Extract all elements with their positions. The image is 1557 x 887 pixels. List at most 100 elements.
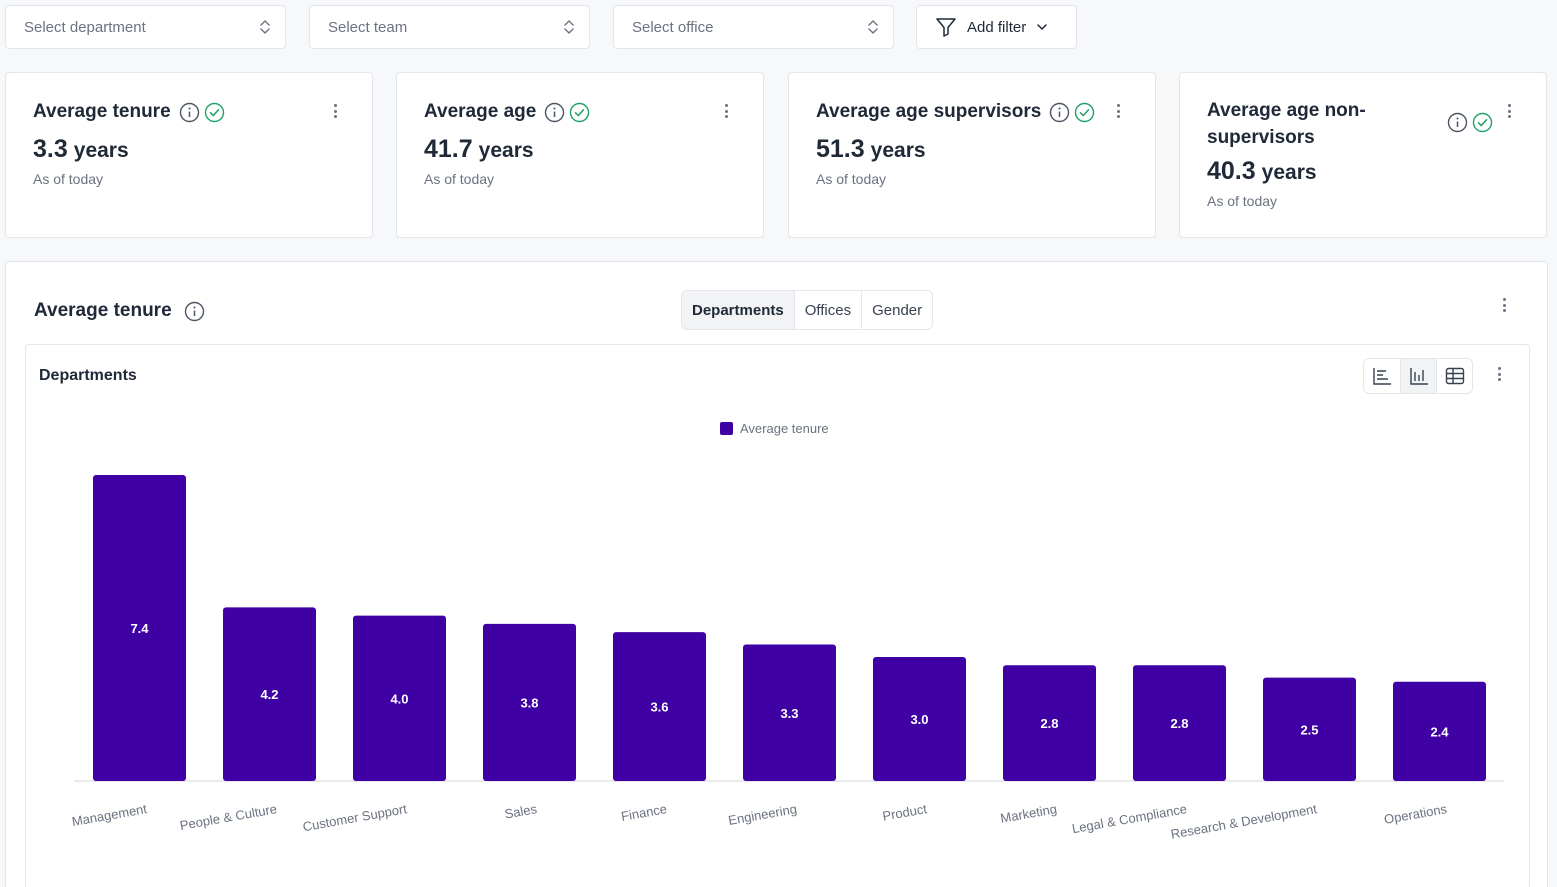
legend-label: Average tenure (740, 421, 829, 436)
check-circle-icon (570, 102, 590, 122)
average-tenure-panel: Average tenure Departments Offices Gende… (5, 261, 1548, 887)
tab-gender[interactable]: Gender (861, 291, 932, 329)
bar-customer-support[interactable] (353, 615, 446, 781)
info-icon[interactable] (544, 102, 565, 123)
panel-title-text: Average tenure (34, 300, 172, 321)
kpi-value-number: 40.3 (1207, 157, 1256, 185)
kpi-value-unit: years (478, 139, 534, 162)
kpi-value-number: 3.3 (33, 135, 68, 163)
department-select-label: Select department (24, 18, 146, 36)
tab-offices[interactable]: Offices (793, 291, 861, 329)
bar-management[interactable] (93, 475, 186, 781)
kpi-title: Average age non-supervisors (1207, 100, 1366, 148)
kpi-card-average-age-supervisors: Average age supervisors 51.3 years As of … (788, 72, 1156, 238)
updown-chevron-icon (564, 20, 574, 34)
x-tick-label: People & Culture (179, 801, 278, 833)
kpi-value-number: 41.7 (424, 135, 473, 163)
kpi-value-unit: years (870, 139, 926, 162)
kpi-value: 3.3 years (33, 135, 129, 164)
chart-view-toggle (1363, 358, 1473, 394)
bar-value-label: 2.8 (1170, 716, 1188, 731)
filter-icon (936, 18, 956, 37)
kpi-menu-icon[interactable] (1116, 104, 1120, 120)
bar-value-label: 3.6 (650, 700, 668, 715)
add-filter-label: Add filter (967, 18, 1027, 36)
kpi-title-text: Average age (424, 101, 537, 122)
kpi-title: Average age (424, 101, 590, 123)
x-tick-label: Customer Support (302, 801, 409, 834)
info-icon[interactable] (184, 301, 205, 322)
bar-value-label: 7.4 (130, 621, 149, 636)
kpi-subtitle: As of today (33, 171, 104, 187)
tab-departments[interactable]: Departments (682, 291, 794, 329)
panel-menu-icon[interactable] (1502, 298, 1506, 314)
x-tick-label: Operations (1383, 801, 1449, 827)
office-select[interactable]: Select office (613, 5, 894, 49)
chart-legend: Average tenure (720, 421, 829, 436)
bar-value-label: 3.8 (520, 695, 538, 710)
kpi-menu-icon[interactable] (1507, 104, 1511, 120)
vertical-bar-chart-icon (1409, 368, 1428, 385)
panel-title: Average tenure (34, 300, 205, 322)
department-select[interactable]: Select department (5, 5, 286, 49)
kpi-value-unit: years (73, 139, 129, 162)
kpi-subtitle: As of today (1207, 193, 1278, 209)
chart-menu-icon[interactable] (1497, 367, 1501, 383)
table-icon (1445, 367, 1464, 385)
horizontal-bar-view-button[interactable] (1364, 359, 1400, 393)
updown-chevron-icon (260, 20, 270, 34)
kpi-title-text: Average tenure (33, 101, 171, 122)
x-tick-label: Engineering (727, 801, 798, 828)
check-circle-icon (204, 102, 224, 122)
x-tick-label: Research & Development (1170, 801, 1319, 842)
average-tenure-bar-chart: 7.4 Management 4.2 People & Culture 4.0 Custo… (71, 475, 1504, 842)
kpi-value-number: 51.3 (816, 135, 865, 163)
kpi-card-average-age: Average age 41.7 years As of today (396, 72, 764, 238)
team-select[interactable]: Select team (309, 5, 590, 49)
x-tick-label: Finance (620, 801, 668, 824)
kpi-value-unit: years (1261, 161, 1317, 184)
office-select-label: Select office (632, 18, 714, 36)
bar-operations[interactable] (1393, 681, 1486, 781)
vertical-bar-view-button[interactable] (1400, 359, 1436, 393)
bar-value-label: 2.8 (1040, 716, 1058, 731)
add-filter-button[interactable]: Add filter (916, 5, 1077, 49)
breakdown-tabs: Departments Offices Gender (681, 290, 934, 330)
check-circle-icon (1075, 102, 1095, 122)
bar-value-label: 2.5 (1300, 722, 1318, 737)
info-icon[interactable] (179, 102, 200, 123)
bar-finance[interactable] (613, 632, 706, 781)
kpi-title: Average tenure (33, 101, 225, 123)
x-tick-label: Product (881, 801, 928, 824)
bar-value-label: 2.4 (1430, 724, 1449, 739)
bar-people-culture[interactable] (223, 607, 316, 781)
table-view-button[interactable] (1436, 359, 1472, 393)
kpi-subtitle: As of today (816, 171, 887, 187)
kpi-menu-icon[interactable] (724, 104, 728, 120)
kpi-menu-icon[interactable] (333, 104, 337, 120)
team-select-label: Select team (328, 18, 408, 36)
bar-engineering[interactable] (743, 644, 836, 781)
x-tick-label: Marketing (999, 801, 1058, 826)
bar-product[interactable] (873, 656, 966, 781)
bar-value-label: 3.0 (910, 712, 928, 727)
kpi-title: Average age supervisors (816, 101, 1095, 123)
kpi-title-text: Average age supervisors (816, 101, 1042, 122)
chevron-down-icon (1037, 24, 1047, 31)
kpi-card-average-tenure: Average tenure 3.3 years As of today (5, 72, 373, 238)
bar-value-label: 4.2 (260, 687, 278, 702)
bar-value-label: 3.3 (780, 706, 798, 721)
chart-card: Departments Average tenure 7.4 Management… (25, 344, 1530, 887)
legend-swatch (720, 422, 733, 435)
info-icon[interactable] (1049, 102, 1070, 123)
bar-marketing[interactable] (1003, 665, 1096, 781)
info-icon[interactable] (1447, 112, 1468, 133)
bar-sales[interactable] (483, 623, 576, 781)
kpi-subtitle: As of today (424, 171, 495, 187)
bar-research-development[interactable] (1263, 677, 1356, 781)
bar-legal-compliance[interactable] (1133, 665, 1226, 781)
x-tick-label: Management (71, 801, 149, 829)
horizontal-bar-chart-icon (1373, 368, 1391, 385)
bar-value-label: 4.0 (390, 691, 408, 706)
kpi-value: 40.3 years (1207, 157, 1317, 186)
